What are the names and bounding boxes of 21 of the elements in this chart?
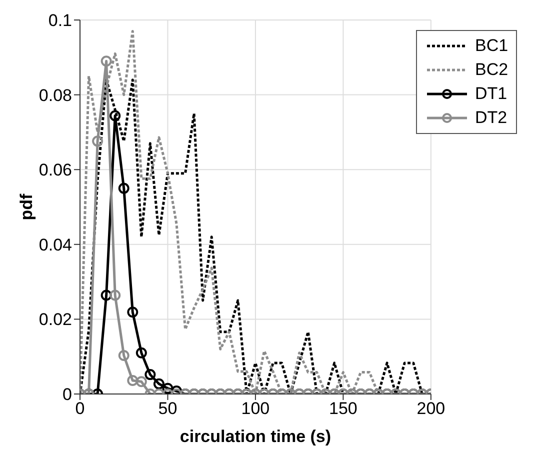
y-tick-label: 0	[62, 385, 72, 404]
x-axis-title: circulation time (s)	[180, 427, 332, 446]
x-tick-label: 100	[241, 399, 270, 418]
y-tick-label: 0.1	[48, 11, 72, 30]
y-axis-title: pdf	[17, 193, 36, 220]
point	[118, 182, 130, 194]
x-tick-label: 50	[158, 399, 178, 418]
y-tick-label: 0.04	[38, 235, 72, 254]
legend-label: BC1	[475, 36, 508, 56]
point	[100, 56, 112, 67]
x-tick-label: 0	[75, 399, 85, 418]
y-tick-label: 0.06	[38, 160, 72, 180]
legend-label: DT2	[475, 108, 508, 128]
legend-label: DT1	[475, 84, 508, 104]
legend-label: BC2	[475, 60, 508, 80]
x-tick-label: 200	[416, 399, 446, 418]
point	[110, 110, 121, 122]
y-tick-label: 0.02	[38, 310, 72, 330]
point	[92, 136, 104, 147]
x-tick-label: 150	[329, 399, 358, 418]
y-tick-label: 0.08	[38, 86, 72, 105]
